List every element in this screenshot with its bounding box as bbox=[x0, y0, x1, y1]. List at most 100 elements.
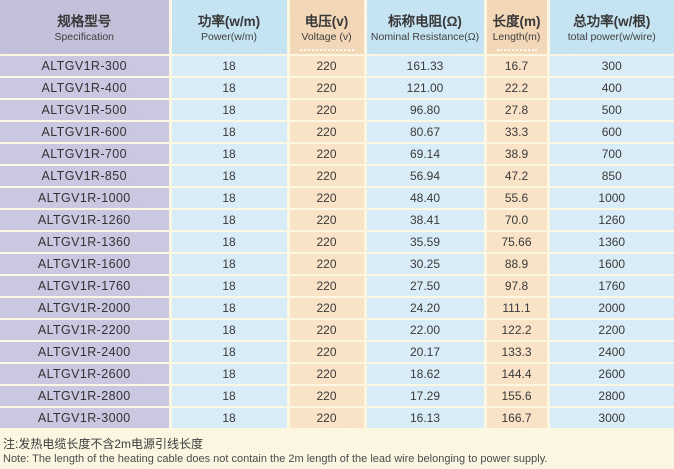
value-cell: 220 bbox=[288, 209, 367, 232]
col-header-voltage: 电压(v) Voltage (v) bbox=[288, 0, 367, 56]
value-cell: 220 bbox=[288, 297, 367, 320]
value-cell: 18 bbox=[170, 165, 290, 188]
value-cell: 111.1 bbox=[485, 297, 550, 320]
value-cell: 220 bbox=[288, 77, 367, 100]
note-zh: 注:发热电缆长度不含2m电源引线长度 bbox=[3, 437, 204, 451]
value-cell: 18 bbox=[170, 385, 290, 408]
footnotes: 注:发热电缆长度不含2m电源引线长度 Note: The length of t… bbox=[3, 437, 674, 466]
value-cell: 220 bbox=[288, 165, 367, 188]
value-cell: 1260 bbox=[548, 209, 674, 232]
col-header-length: 长度(m) Length(m) bbox=[485, 0, 550, 56]
value-cell: 133.3 bbox=[485, 341, 550, 364]
value-cell: 18 bbox=[170, 99, 290, 122]
value-cell: 18 bbox=[170, 319, 290, 342]
table-row: ALTGV1R-400 18 220 121.00 22.2 400 bbox=[0, 77, 674, 100]
value-cell: 88.9 bbox=[485, 253, 550, 276]
model-cell: ALTGV1R-300 bbox=[0, 55, 172, 78]
value-cell: 144.4 bbox=[485, 363, 550, 386]
spec-table-body: ALTGV1R-300 18 220 161.33 16.7 300 ALTGV1R-400… bbox=[0, 55, 674, 430]
value-cell: 220 bbox=[288, 121, 367, 144]
model-cell: ALTGV1R-600 bbox=[0, 121, 172, 144]
model-cell: ALTGV1R-2800 bbox=[0, 385, 172, 408]
value-cell: 1360 bbox=[548, 231, 674, 254]
value-cell: 18 bbox=[170, 77, 290, 100]
col-header-voltage-en: Voltage (v) bbox=[301, 31, 352, 43]
table-row: ALTGV1R-1760 18 220 27.50 97.8 1760 bbox=[0, 275, 674, 298]
value-cell: 18 bbox=[170, 143, 290, 166]
table-row: ALTGV1R-1000 18 220 48.40 55.6 1000 bbox=[0, 187, 674, 210]
model-cell: ALTGV1R-2200 bbox=[0, 319, 172, 342]
value-cell: 22.2 bbox=[485, 77, 550, 100]
model-cell: ALTGV1R-400 bbox=[0, 77, 172, 100]
value-cell: 3000 bbox=[548, 407, 674, 430]
col-header-power-en: Power(w/m) bbox=[200, 31, 257, 43]
value-cell: 80.67 bbox=[365, 121, 487, 144]
model-cell: ALTGV1R-1760 bbox=[0, 275, 172, 298]
value-cell: 38.41 bbox=[365, 209, 487, 232]
value-cell: 166.7 bbox=[485, 407, 550, 430]
value-cell: 30.25 bbox=[365, 253, 487, 276]
value-cell: 220 bbox=[288, 187, 367, 210]
note-en: Note: The length of the heating cable do… bbox=[3, 453, 548, 465]
spec-table: 规格型号 Specification 功率(w/m) Power(w/m) 电压… bbox=[0, 0, 674, 430]
col-header-resistance-zh: 标称电阻(Ω) bbox=[388, 14, 462, 29]
model-cell: ALTGV1R-1360 bbox=[0, 231, 172, 254]
value-cell: 24.20 bbox=[365, 297, 487, 320]
value-cell: 35.59 bbox=[365, 231, 487, 254]
table-row: ALTGV1R-600 18 220 80.67 33.3 600 bbox=[0, 121, 674, 144]
header-row: 规格型号 Specification 功率(w/m) Power(w/m) 电压… bbox=[0, 0, 674, 56]
value-cell: 27.50 bbox=[365, 275, 487, 298]
table-row: ALTGV1R-2400 18 220 20.17 133.3 2400 bbox=[0, 341, 674, 364]
table-row: ALTGV1R-2800 18 220 17.29 155.6 2800 bbox=[0, 385, 674, 408]
table-row: ALTGV1R-300 18 220 161.33 16.7 300 bbox=[0, 55, 674, 78]
value-cell: 18 bbox=[170, 121, 290, 144]
value-cell: 122.2 bbox=[485, 319, 550, 342]
value-cell: 47.2 bbox=[485, 165, 550, 188]
value-cell: 33.3 bbox=[485, 121, 550, 144]
table-row: ALTGV1R-1600 18 220 30.25 88.9 1600 bbox=[0, 253, 674, 276]
model-cell: ALTGV1R-700 bbox=[0, 143, 172, 166]
value-cell: 17.29 bbox=[365, 385, 487, 408]
model-cell: ALTGV1R-2400 bbox=[0, 341, 172, 364]
table-row: ALTGV1R-2200 18 220 22.00 122.2 2200 bbox=[0, 319, 674, 342]
value-cell: 1600 bbox=[548, 253, 674, 276]
value-cell: 500 bbox=[548, 99, 674, 122]
value-cell: 220 bbox=[288, 363, 367, 386]
value-cell: 16.13 bbox=[365, 407, 487, 430]
model-cell: ALTGV1R-2600 bbox=[0, 363, 172, 386]
model-cell: ALTGV1R-3000 bbox=[0, 407, 172, 430]
value-cell: 600 bbox=[548, 121, 674, 144]
col-header-power: 功率(w/m) Power(w/m) bbox=[170, 0, 290, 56]
table-row: ALTGV1R-2000 18 220 24.20 111.1 2000 bbox=[0, 297, 674, 320]
value-cell: 22.00 bbox=[365, 319, 487, 342]
value-cell: 121.00 bbox=[365, 77, 487, 100]
value-cell: 400 bbox=[548, 77, 674, 100]
col-header-resistance-en: Nominal Resistance(Ω) bbox=[370, 31, 480, 43]
value-cell: 18 bbox=[170, 209, 290, 232]
value-cell: 18 bbox=[170, 253, 290, 276]
model-cell: ALTGV1R-500 bbox=[0, 99, 172, 122]
value-cell: 300 bbox=[548, 55, 674, 78]
table-row: ALTGV1R-3000 18 220 16.13 166.7 3000 bbox=[0, 407, 674, 430]
value-cell: 700 bbox=[548, 143, 674, 166]
col-header-resistance: 标称电阻(Ω) Nominal Resistance(Ω) bbox=[365, 0, 487, 56]
value-cell: 850 bbox=[548, 165, 674, 188]
value-cell: 1000 bbox=[548, 187, 674, 210]
value-cell: 18 bbox=[170, 297, 290, 320]
value-cell: 18 bbox=[170, 275, 290, 298]
value-cell: 18 bbox=[170, 187, 290, 210]
value-cell: 55.6 bbox=[485, 187, 550, 210]
value-cell: 48.40 bbox=[365, 187, 487, 210]
model-cell: ALTGV1R-1600 bbox=[0, 253, 172, 276]
value-cell: 38.9 bbox=[485, 143, 550, 166]
col-header-specification: 规格型号 Specification bbox=[0, 0, 172, 56]
col-header-specification-en: Specification bbox=[54, 31, 115, 43]
value-cell: 20.17 bbox=[365, 341, 487, 364]
value-cell: 18 bbox=[170, 407, 290, 430]
value-cell: 220 bbox=[288, 99, 367, 122]
table-row: ALTGV1R-2600 18 220 18.62 144.4 2600 bbox=[0, 363, 674, 386]
col-header-total-power-en: total power(w/wire) bbox=[567, 31, 656, 43]
model-cell: ALTGV1R-1260 bbox=[0, 209, 172, 232]
value-cell: 18 bbox=[170, 231, 290, 254]
